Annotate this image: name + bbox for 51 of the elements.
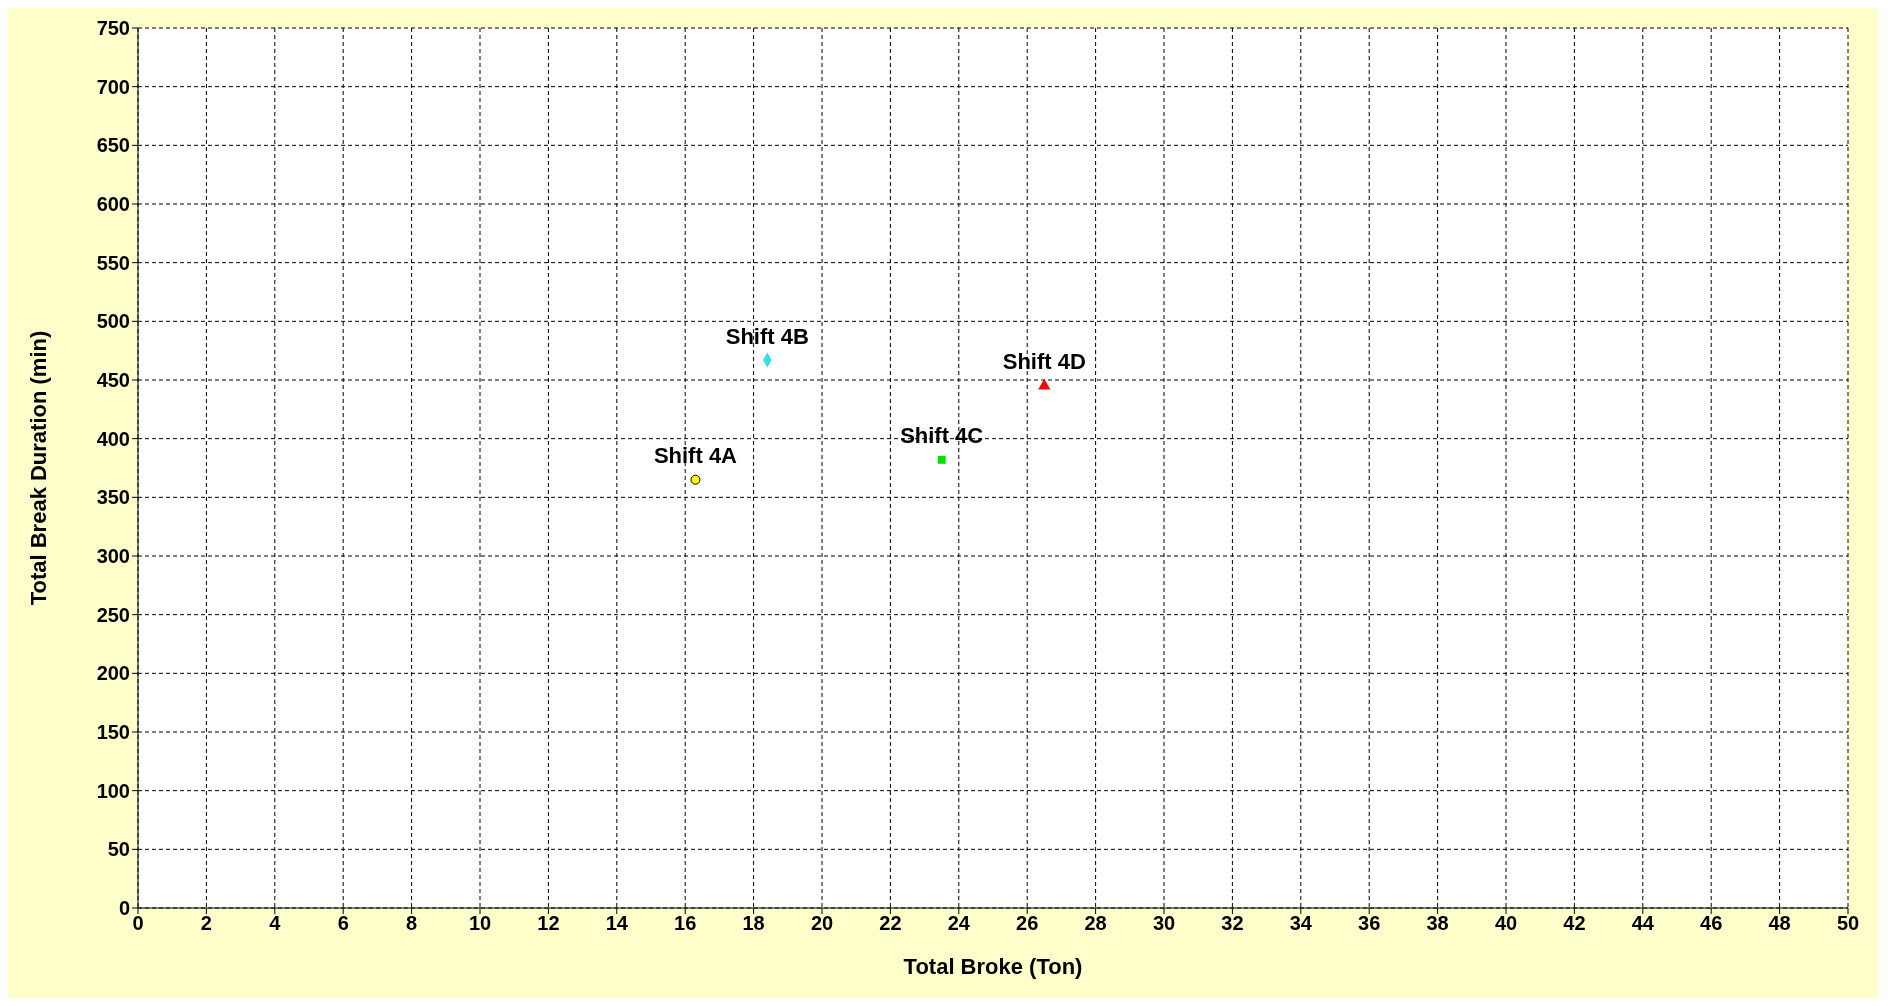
x-tick-label: 46	[1700, 912, 1723, 935]
y-tick-label: 350	[96, 486, 130, 509]
y-tick-label: 150	[96, 721, 130, 744]
y-tick-label: 300	[96, 545, 130, 568]
y-tick-label: 650	[96, 134, 130, 157]
x-tick-label: 28	[1084, 912, 1107, 935]
x-tick-label: 44	[1631, 912, 1655, 935]
x-tick-label: 2	[200, 912, 212, 935]
y-tick-label: 50	[107, 838, 130, 861]
x-tick-label: 10	[468, 912, 492, 935]
point	[1038, 378, 1051, 390]
y-tick-label: 250	[96, 603, 130, 626]
x-tick-label: 30	[1152, 912, 1176, 935]
x-axis-title: Total Broke (Ton)	[903, 954, 1083, 979]
x-tick-label: 12	[537, 912, 560, 935]
x-tick-label: 34	[1289, 912, 1313, 935]
y-tick-label: 500	[96, 310, 130, 333]
series-label: Shift 4A	[653, 443, 738, 469]
x-tick-label: 0	[132, 912, 144, 935]
y-tick-label: 600	[96, 193, 130, 216]
x-tick-label: 32	[1221, 912, 1244, 935]
y-tick-label: 100	[96, 779, 130, 802]
y-tick-label: 0	[118, 897, 130, 920]
x-tick-label: 22	[879, 912, 902, 935]
x-tick-label: 14	[605, 912, 629, 935]
y-axis-title: Total Break Duration (min)	[25, 330, 51, 606]
x-tick-label: 36	[1358, 912, 1381, 935]
x-tick-label: 6	[337, 912, 349, 935]
x-tick-label: 48	[1768, 912, 1791, 935]
x-tick-label: 40	[1494, 912, 1518, 935]
x-tick-label: 24	[947, 912, 971, 935]
x-tick-label: 8	[406, 912, 418, 935]
y-tick-label: 400	[96, 427, 130, 450]
y-tick-label: 550	[96, 251, 130, 274]
x-tick-label: 26	[1016, 912, 1039, 935]
series-label: Shift 4B	[725, 323, 809, 349]
series-label: Shift 4D	[1002, 349, 1086, 375]
point	[690, 474, 701, 485]
x-tick-label: 50	[1836, 912, 1860, 935]
x-tick-label: 20	[810, 912, 834, 935]
series-label: Shift 4C	[900, 423, 984, 449]
y-tick-label: 750	[96, 17, 130, 40]
y-tick-label: 200	[96, 662, 130, 685]
x-tick-label: 38	[1426, 912, 1449, 935]
x-tick-label: 16	[674, 912, 697, 935]
y-tick-label: 450	[96, 369, 130, 392]
point	[937, 455, 946, 464]
y-tick-label: 700	[96, 75, 130, 98]
x-tick-label: 4	[269, 912, 282, 935]
x-tick-label: 42	[1563, 912, 1586, 935]
x-tick-label: 18	[742, 912, 765, 935]
